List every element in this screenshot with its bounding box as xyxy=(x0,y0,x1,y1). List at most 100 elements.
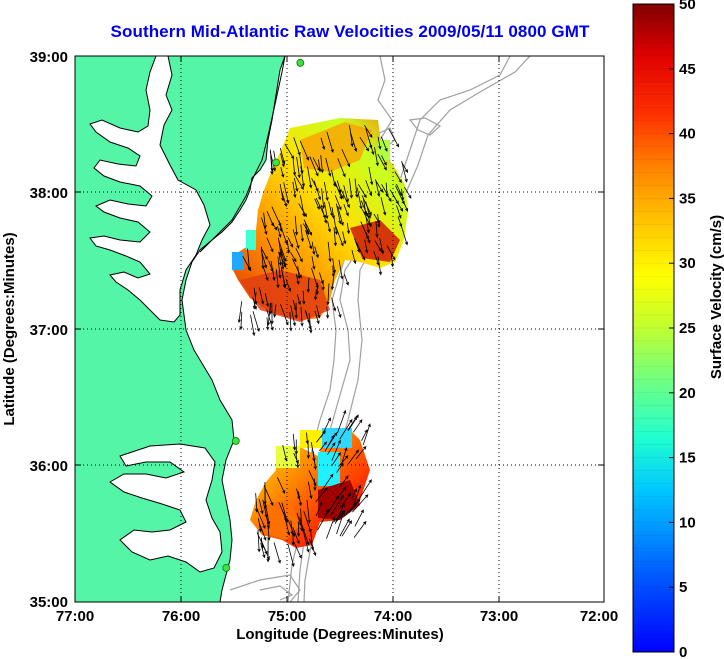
velocity-vector xyxy=(321,279,325,291)
velocity-vector xyxy=(353,520,367,538)
velocity-vector xyxy=(305,311,312,330)
velocity-vector xyxy=(404,186,412,199)
velocity-vector xyxy=(287,543,295,568)
velocity-vector xyxy=(262,499,268,519)
velocity-vector xyxy=(314,198,320,210)
radar-station-marker xyxy=(272,158,280,167)
velocity-vector xyxy=(315,486,328,503)
velocity-vector xyxy=(326,516,336,539)
velocity-vector xyxy=(309,156,319,177)
velocity-vector xyxy=(343,185,349,203)
velocity-vector xyxy=(266,309,274,331)
x-tick-label: 75:00 xyxy=(268,608,306,625)
velocity-vector xyxy=(280,252,285,271)
velocity-vector xyxy=(252,297,257,311)
colorbar-tick-label: 15 xyxy=(679,450,696,467)
velocity-vector xyxy=(308,538,317,557)
velocity-vector xyxy=(360,221,369,240)
velocity-vector xyxy=(292,299,297,312)
velocity-vector xyxy=(279,147,286,165)
velocity-vector xyxy=(317,508,330,531)
x-tick-label: 73:00 xyxy=(480,608,518,625)
colorbar-label: Surface Velocity (cm/s) xyxy=(708,215,724,379)
velocity-vector xyxy=(297,491,302,507)
velocity-vector xyxy=(273,542,281,564)
velocity-vector xyxy=(326,131,334,154)
colorbar: 0 5 10 15 20 25 30 35 40 45 50 Surface Velocity (c… xyxy=(632,0,724,659)
velocity-vector xyxy=(290,251,297,263)
velocity-vector xyxy=(278,240,287,262)
velocity-vector xyxy=(365,216,370,234)
velocity-vector xyxy=(343,273,349,286)
velocity-vector xyxy=(377,256,383,276)
radar-station-marker xyxy=(231,437,240,445)
velocity-vector xyxy=(311,268,319,289)
velocity-vector xyxy=(380,197,387,216)
velocity-vector xyxy=(341,520,353,537)
velocity-vector xyxy=(284,143,295,160)
velocity-vector xyxy=(380,136,388,152)
velocity-vector xyxy=(281,502,289,523)
velocity-vector xyxy=(296,521,301,537)
velocity-vector xyxy=(331,207,336,220)
velocity-vector xyxy=(351,488,357,500)
velocity-vector xyxy=(260,542,266,559)
velocity-vector xyxy=(306,440,311,459)
velocity-vector xyxy=(320,473,334,493)
velocity-vector xyxy=(341,190,350,209)
velocity-vector xyxy=(242,256,252,272)
velocity-vector xyxy=(325,306,330,319)
velocity-vector xyxy=(401,160,408,183)
velocity-vector xyxy=(339,518,350,537)
x-tick-label: 77:00 xyxy=(56,608,94,625)
velocity-vector xyxy=(401,162,409,173)
velocity-vector xyxy=(320,137,326,150)
velocity-vector xyxy=(365,128,373,149)
x-tick-label: 76:00 xyxy=(162,608,200,625)
velocity-vector xyxy=(364,124,373,138)
colorbar-tick-label: 25 xyxy=(679,320,696,337)
velocity-vector xyxy=(286,240,291,254)
velocity-vector xyxy=(341,447,348,462)
velocity-vector xyxy=(354,178,359,198)
velocity-vector xyxy=(365,180,373,197)
velocity-vector xyxy=(299,140,310,161)
velocity-vector xyxy=(342,231,347,245)
velocity-vector xyxy=(270,220,278,231)
velocity-vector xyxy=(266,237,274,253)
velocity-vector xyxy=(333,510,345,523)
velocity-vector xyxy=(270,302,274,325)
velocity-vector xyxy=(354,238,361,253)
colorbar-scale xyxy=(632,3,675,653)
velocity-vector xyxy=(313,478,317,491)
velocity-vector xyxy=(257,530,261,553)
velocity-vector xyxy=(374,179,384,193)
velocity-vector xyxy=(333,217,338,236)
velocity-vector xyxy=(373,213,380,225)
velocity-vector xyxy=(377,136,382,150)
velocity-vector xyxy=(264,293,270,308)
velocity-vector xyxy=(358,479,372,500)
velocity-vector xyxy=(275,269,280,289)
velocity-vector xyxy=(364,239,369,254)
velocity-vector xyxy=(320,155,324,174)
velocity-vector xyxy=(334,182,344,199)
velocity-vector xyxy=(321,188,326,210)
colorbar-tick-label: 50 xyxy=(679,0,696,13)
velocity-vector xyxy=(294,174,304,190)
velocity-vector xyxy=(331,169,337,188)
plot-area xyxy=(75,56,604,602)
velocity-vector xyxy=(374,240,382,252)
velocity-vector xyxy=(260,250,268,269)
velocity-vector xyxy=(347,416,358,431)
velocity-vector xyxy=(268,260,274,273)
velocity-vector xyxy=(331,451,341,467)
velocity-vector xyxy=(343,204,349,217)
velocity-vector xyxy=(266,538,270,563)
velocity-vector xyxy=(292,433,297,451)
velocity-vector xyxy=(358,184,367,199)
velocity-vector xyxy=(294,215,299,236)
velocity-vector xyxy=(339,418,353,440)
velocity-vector xyxy=(348,449,359,464)
